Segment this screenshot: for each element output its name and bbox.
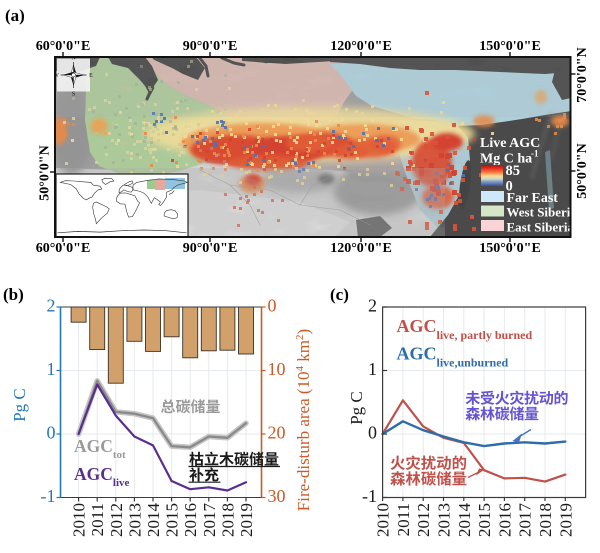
svg-text:2016: 2016 — [495, 503, 514, 537]
svg-text:2016: 2016 — [181, 503, 200, 537]
svg-text:60°0'0"E: 60°0'0"E — [36, 39, 91, 54]
svg-text:2012: 2012 — [107, 503, 126, 537]
svg-text:0: 0 — [47, 423, 56, 443]
svg-text:Far East: Far East — [507, 191, 559, 206]
svg-text:20: 20 — [268, 423, 286, 443]
svg-text:150°0'0"E: 150°0'0"E — [479, 241, 541, 256]
svg-text:E: E — [89, 73, 93, 79]
svg-text:2013: 2013 — [125, 503, 144, 537]
svg-text:90°0'0"E: 90°0'0"E — [183, 39, 238, 54]
svg-text:2018: 2018 — [536, 503, 555, 537]
svg-text:2011: 2011 — [88, 503, 107, 536]
svg-text:2013: 2013 — [435, 503, 454, 537]
svg-text:0: 0 — [368, 423, 377, 443]
svg-text:(b): (b) — [3, 285, 24, 304]
svg-text:S: S — [72, 92, 75, 98]
svg-text:2012: 2012 — [414, 503, 433, 537]
svg-text:2: 2 — [47, 296, 56, 316]
svg-text:150°0'0"E: 150°0'0"E — [479, 39, 541, 54]
svg-text:120°0'0"E: 120°0'0"E — [330, 39, 392, 54]
svg-text:2011: 2011 — [394, 503, 413, 536]
svg-text:2014: 2014 — [144, 503, 163, 538]
svg-text:West Siberia: West Siberia — [507, 205, 578, 220]
svg-text:2018: 2018 — [218, 503, 237, 537]
svg-text:-1: -1 — [531, 149, 539, 159]
svg-text:50°0'0"N: 50°0'0"N — [575, 143, 590, 198]
svg-text:2015: 2015 — [163, 503, 182, 537]
svg-text:50°0'0"N: 50°0'0"N — [38, 145, 53, 200]
svg-text:1: 1 — [368, 359, 377, 379]
svg-text:(a): (a) — [5, 6, 25, 25]
svg-text:2015: 2015 — [475, 503, 494, 537]
svg-text:2: 2 — [368, 296, 377, 316]
svg-text:-1: -1 — [362, 486, 377, 506]
svg-text:70°0'0"N: 70°0'0"N — [575, 47, 590, 102]
svg-text:2019: 2019 — [237, 503, 256, 537]
svg-text:85: 85 — [506, 163, 521, 179]
svg-text:Mg C ha: Mg C ha — [480, 152, 532, 167]
svg-text:120°0'0"E: 120°0'0"E — [330, 241, 392, 256]
svg-text:2019: 2019 — [556, 503, 575, 537]
svg-text:East Siberia: East Siberia — [507, 220, 575, 235]
svg-text:30: 30 — [268, 486, 286, 506]
svg-text:10: 10 — [268, 359, 286, 379]
svg-text:1: 1 — [47, 359, 56, 379]
svg-text:2017: 2017 — [200, 503, 219, 538]
svg-text:Pg C: Pg C — [347, 391, 366, 425]
svg-text:(c): (c) — [330, 285, 349, 304]
svg-text:2017: 2017 — [516, 503, 535, 538]
svg-text:60°0'0"E: 60°0'0"E — [36, 241, 91, 256]
svg-text:W: W — [53, 73, 59, 79]
svg-text:Live AGC: Live AGC — [480, 136, 540, 151]
svg-text:Pg C: Pg C — [10, 388, 29, 422]
svg-text:2010: 2010 — [374, 503, 393, 537]
svg-text:N: N — [71, 56, 76, 62]
svg-text:2014: 2014 — [455, 503, 474, 538]
svg-text:2010: 2010 — [70, 503, 89, 537]
svg-text:90°0'0"E: 90°0'0"E — [183, 241, 238, 256]
svg-text:Fire-disturb area (104 km2): Fire-disturb area (104 km2) — [294, 329, 313, 511]
svg-text:0: 0 — [268, 296, 277, 316]
svg-text:-1: -1 — [41, 486, 56, 506]
svg-text:0: 0 — [506, 179, 513, 195]
